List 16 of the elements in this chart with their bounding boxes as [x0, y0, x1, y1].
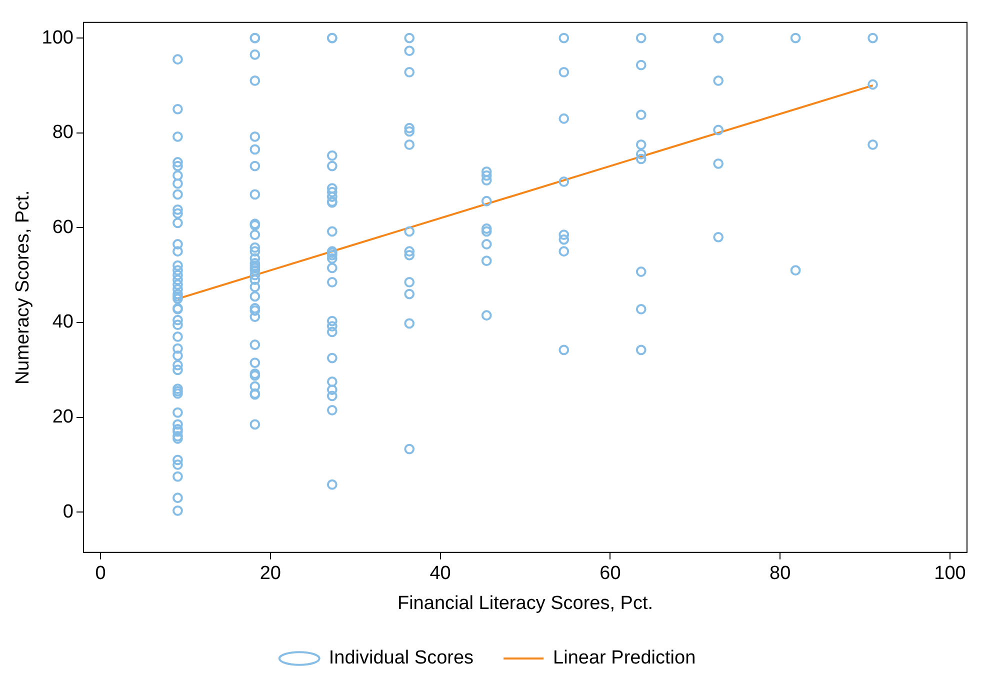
x-tick-label: 100 — [934, 563, 966, 584]
y-tick-label: 0 — [62, 501, 74, 522]
x-tick-label: 60 — [600, 563, 621, 584]
x-tick-label: 0 — [95, 563, 106, 584]
x-tick-label: 20 — [260, 563, 281, 584]
y-tick-label: 60 — [52, 216, 74, 238]
y-tick-label: 20 — [52, 406, 74, 428]
y-axis-title: Numeracy Scores, Pct. — [12, 190, 34, 385]
legend-label: Linear Prediction — [553, 648, 696, 669]
x-axis-title: Financial Literacy Scores, Pct. — [397, 592, 654, 614]
x-tick-label: 80 — [770, 563, 791, 584]
y-tick-label: 80 — [52, 122, 74, 144]
x-tick-label: 40 — [430, 563, 451, 584]
y-tick-label: 100 — [42, 27, 74, 48]
legend-label: Individual Scores — [328, 648, 474, 669]
y-tick-label: 40 — [52, 312, 74, 333]
